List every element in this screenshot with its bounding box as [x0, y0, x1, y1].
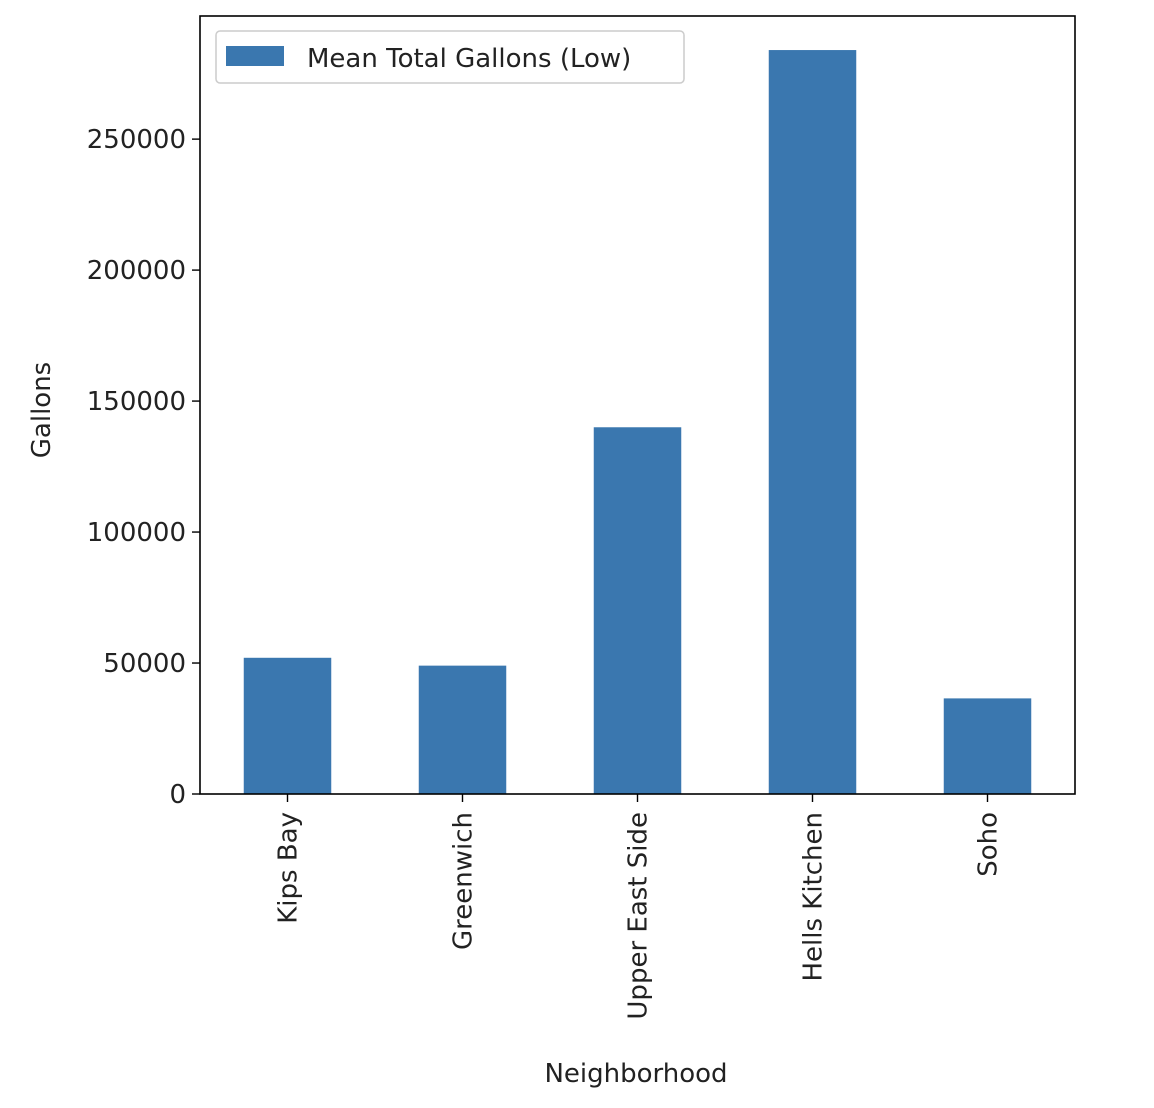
legend: Mean Total Gallons (Low): [215, 30, 685, 84]
bars-group: [243, 50, 1032, 794]
y-tick-label: 50000: [103, 649, 186, 679]
y-axis-ticks: 0 50000 100000 150000 200000 250000: [87, 125, 200, 810]
bar: [418, 665, 507, 794]
x-tick-label: Hells Kitchen: [799, 812, 829, 982]
x-tick-label: Greenwich: [449, 812, 479, 950]
plot-frame: [199, 15, 1076, 795]
legend-frame: [215, 30, 685, 84]
y-tick-label: 250000: [87, 125, 186, 155]
y-tick-label: 0: [169, 780, 186, 810]
y-tick-label: 200000: [87, 256, 186, 286]
x-tick-label: Kips Bay: [274, 812, 304, 924]
bar: [943, 698, 1032, 794]
y-tick-label: 100000: [87, 518, 186, 548]
x-axis-label: Neighborhood: [544, 1059, 727, 1089]
y-tick-label: 150000: [87, 387, 186, 417]
legend-swatch: [226, 46, 284, 66]
x-axis-ticks: Kips Bay Greenwich Upper East Side Hells Ki…: [274, 794, 1004, 1020]
bar: [593, 427, 682, 794]
y-axis-label: Gallons: [27, 362, 57, 458]
legend-label: Mean Total Gallons (Low): [307, 44, 631, 74]
bar: [243, 657, 332, 794]
bar: [768, 50, 857, 794]
x-tick-label: Upper East Side: [624, 812, 654, 1020]
x-tick-label: Soho: [974, 812, 1004, 877]
